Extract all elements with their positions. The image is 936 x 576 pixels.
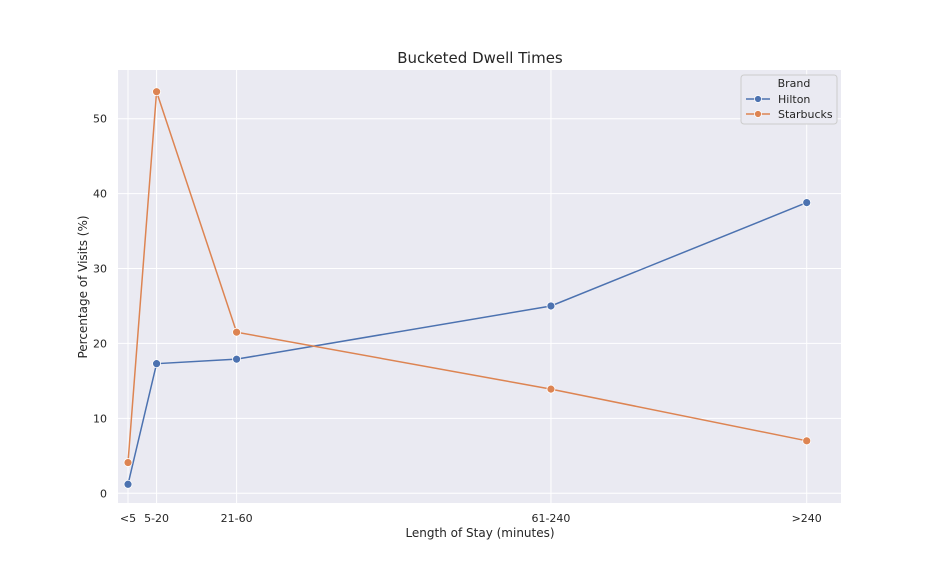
data-point-hilton xyxy=(802,198,812,207)
legend-marker-hilton xyxy=(754,95,762,103)
data-point-hilton xyxy=(232,354,241,364)
y-tick-label: 50 xyxy=(93,113,107,126)
x-tick-label: <5 xyxy=(120,512,136,525)
legend-label-starbucks: Starbucks xyxy=(778,108,833,121)
data-point-starbucks xyxy=(152,87,161,97)
x-tick-label: 5-20 xyxy=(144,512,169,525)
legend: Brand Hilton Starbucks xyxy=(740,74,838,125)
legend-label-hilton: Hilton xyxy=(778,93,810,106)
plot-background xyxy=(118,70,841,503)
y-tick-label: 30 xyxy=(93,263,107,276)
data-point-hilton xyxy=(152,359,161,369)
y-tick-label: 20 xyxy=(93,337,107,350)
x-tick-label: >240 xyxy=(792,512,822,525)
data-point-starbucks xyxy=(232,327,241,337)
legend-marker-starbucks xyxy=(754,110,762,118)
y-tick-label: 40 xyxy=(93,188,107,201)
series-layer xyxy=(123,87,812,489)
data-point-starbucks xyxy=(546,384,556,394)
data-point-hilton xyxy=(546,301,556,311)
tick-labels: 0 10 20 30 40 50 <5 5-20 21-60 61-240 >240 xyxy=(93,113,822,525)
legend-box xyxy=(740,74,838,125)
x-tick-label: 21-60 xyxy=(221,512,253,525)
y-tick-label: 10 xyxy=(93,412,107,425)
chart-title: Bucketed Dwell Times xyxy=(397,49,563,67)
legend-title: Brand xyxy=(778,77,811,90)
x-tick-label: 61-240 xyxy=(531,512,570,525)
x-axis-label: Length of Stay (minutes) xyxy=(405,526,554,540)
y-tick-label: 0 xyxy=(100,487,107,500)
grid-lines xyxy=(118,70,841,503)
data-point-hilton xyxy=(123,479,133,489)
data-point-starbucks xyxy=(123,458,133,467)
y-axis-label: Percentage of Visits (%) xyxy=(76,215,90,358)
data-point-starbucks xyxy=(802,436,812,446)
